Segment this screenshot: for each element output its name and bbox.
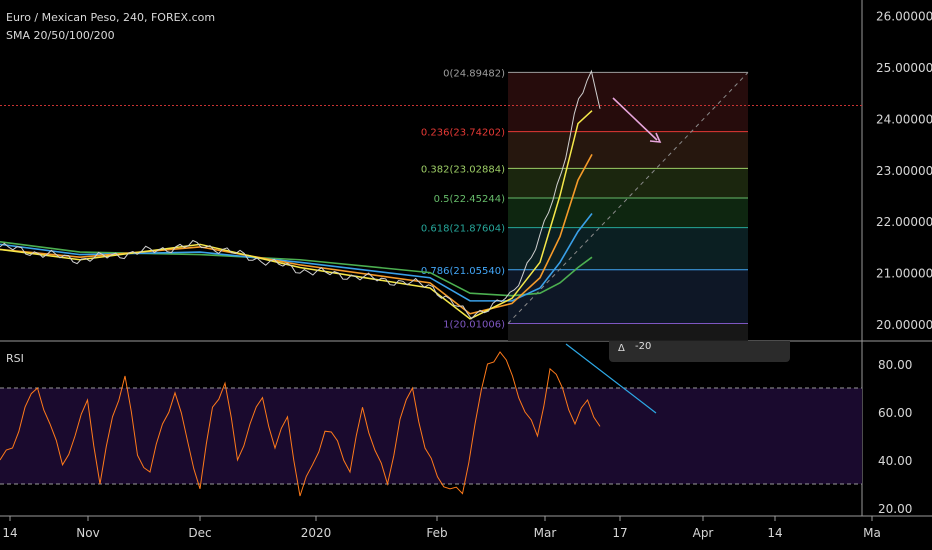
measure-tooltip: Δ -20 [609,341,790,362]
projection-arrow[interactable] [612,97,658,141]
time-axis-label: 17 [612,526,627,540]
fib-level-label: 0(24.89482) [443,68,505,79]
rsi-axis-label: 60.00 [878,406,912,420]
time-axis-label: 14 [2,526,17,540]
rsi-label[interactable]: RSI [6,352,24,365]
fib-trend-line[interactable] [507,72,749,324]
chart-title: Euro / Mexican Peso, 240, FOREX.com [6,11,216,24]
price-axis-label: 22.00000 [876,215,932,229]
rsi-trend-line[interactable] [565,343,657,414]
fib-level-label: 0.618(21.87604) [421,224,505,235]
time-axis-label: Ma [863,526,881,540]
fib-level-label: 0.236(23.74202) [421,128,505,139]
time-axis-label: Feb [426,526,447,540]
fib-level-label: 0.786(21.05540) [421,266,505,277]
price-axis-label: 25.00000 [876,61,932,75]
rsi-axis-label: 40.00 [878,454,912,468]
fib-zone [508,72,748,132]
price-axis-label: 23.00000 [876,164,932,178]
sma100-series[interactable] [0,212,593,302]
fib-level-label: 0.382(23.02884) [421,164,505,175]
sma50-series[interactable] [0,153,593,315]
fib-zone [508,168,748,198]
time-axis-label: Dec [188,526,211,540]
delta-icon: Δ [618,343,625,354]
fib-level-label: 0.5(22.45244) [434,194,506,205]
time-axis-label: Apr [693,526,714,540]
indicator-legend[interactable]: SMA 20/50/100/200 [6,29,115,42]
measure-value: -20 [635,341,652,352]
sma200-series[interactable] [0,240,593,297]
price-axis-label: 26.00000 [876,10,932,24]
time-axis-label: 14 [767,526,782,540]
rsi-axis-label: 20.00 [878,502,912,516]
fib-level-label: 1(20.01006) [443,319,505,330]
price-axis-label: 21.00000 [876,267,932,281]
sma20-series[interactable] [0,110,593,320]
price-axis-label: 24.00000 [876,112,932,126]
fib-zone [508,131,748,169]
time-axis-label: Mar [534,526,557,540]
projection-arrow-head [649,132,662,143]
price-axis-label: 20.00000 [876,318,932,332]
rsi-series[interactable] [0,351,601,497]
fib-zone [508,269,748,324]
price-series[interactable] [0,69,601,320]
fib-zone [508,323,748,341]
time-axis-label: 2020 [301,526,332,540]
rsi-axis-label: 80.00 [878,358,912,372]
time-axis-label: Nov [76,526,99,540]
